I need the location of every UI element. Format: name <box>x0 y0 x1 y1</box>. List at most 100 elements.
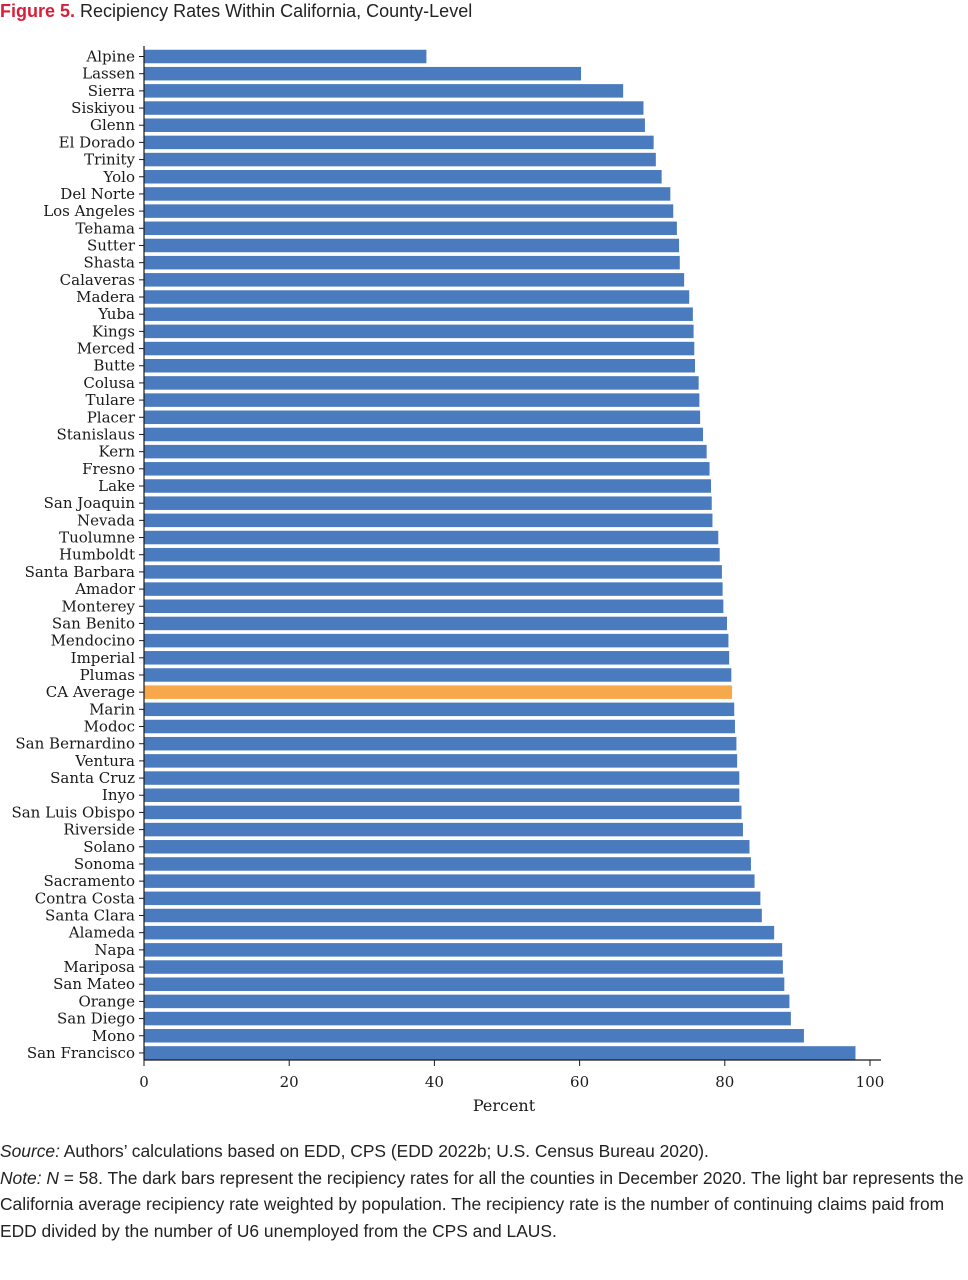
category-label: San Mateo <box>53 975 135 993</box>
category-label: Kern <box>98 443 135 461</box>
category-label: Alameda <box>68 924 135 942</box>
bar <box>144 273 685 287</box>
category-label: Mono <box>92 1027 135 1045</box>
bar <box>144 616 727 631</box>
category-label: Tuolumne <box>59 529 135 547</box>
category-label: Santa Barbara <box>25 563 135 581</box>
bar <box>144 307 693 321</box>
category-label: Mariposa <box>63 958 135 976</box>
category-label: San Joaquin <box>44 494 136 512</box>
category-label: Yolo <box>103 168 135 186</box>
bar <box>144 152 656 167</box>
bar <box>144 170 662 184</box>
bar <box>144 547 720 562</box>
category-label: Shasta <box>83 254 135 272</box>
category-label: Tulare <box>86 391 136 409</box>
bar <box>144 994 790 1009</box>
bar <box>144 599 724 614</box>
category-label: Calaveras <box>60 271 135 289</box>
category-label: Glenn <box>90 116 135 134</box>
category-label: Orange <box>78 992 135 1010</box>
bar <box>144 822 743 837</box>
category-label: Colusa <box>83 374 135 392</box>
category-label: Amador <box>74 580 136 598</box>
bar <box>144 462 710 476</box>
category-label: Madera <box>76 288 135 306</box>
category-label: Marin <box>89 700 135 718</box>
category-label: Humboldt <box>59 546 135 564</box>
bar <box>144 84 624 98</box>
bar <box>144 788 740 802</box>
bar <box>144 324 694 339</box>
category-label: Mendocino <box>51 632 135 650</box>
figure-footer: Source: Authors’ calculations based on E… <box>0 1138 968 1244</box>
bar <box>144 341 695 356</box>
bar <box>144 376 699 390</box>
bar <box>144 358 696 373</box>
category-label: Nevada <box>77 511 135 529</box>
category-label: Contra Costa <box>35 889 135 907</box>
bar <box>144 943 783 957</box>
bar <box>144 1029 804 1043</box>
bar <box>144 479 712 493</box>
category-label: Fresno <box>82 460 135 478</box>
note-label: Note: N <box>0 1167 59 1188</box>
note-text: = 58. The dark bars represent the recipi… <box>0 1167 964 1241</box>
bar <box>144 565 722 579</box>
category-label: Kings <box>92 322 135 340</box>
bar <box>144 204 674 218</box>
category-label: San Luis Obispo <box>11 803 135 821</box>
category-label: Lake <box>98 477 135 495</box>
bar <box>144 719 735 734</box>
category-label: CA Average <box>46 683 135 701</box>
bar <box>144 651 730 665</box>
category-label: Sierra <box>88 82 135 100</box>
category-label: Modoc <box>84 718 135 736</box>
bar <box>144 840 750 854</box>
bar <box>144 702 735 717</box>
bar <box>144 135 654 150</box>
category-label: Sutter <box>87 236 136 254</box>
category-label: Santa Clara <box>45 907 135 925</box>
source-text: Authors’ calculations based on EDD, CPS … <box>59 1141 709 1161</box>
bar <box>144 255 680 270</box>
bar <box>144 221 677 236</box>
bar <box>144 187 671 201</box>
source-label: Source: <box>0 1141 60 1161</box>
bar <box>144 496 712 510</box>
bar <box>144 960 783 974</box>
category-label: Plumas <box>80 666 135 684</box>
category-label: Butte <box>93 357 135 375</box>
bar <box>144 805 742 820</box>
x-tick-label: 0 <box>139 1073 149 1091</box>
category-label: Napa <box>94 941 135 959</box>
bar <box>144 66 582 81</box>
x-tick-label: 80 <box>715 1073 734 1091</box>
category-label: Riverside <box>63 821 135 839</box>
bar <box>144 238 680 253</box>
category-label: Yuba <box>97 305 135 323</box>
figure-title-text: Recipiency Rates Within California, Coun… <box>80 1 473 21</box>
category-label: Merced <box>77 340 136 358</box>
bar <box>144 891 761 906</box>
x-tick-label: 60 <box>570 1073 589 1091</box>
bar <box>144 754 738 768</box>
bar <box>144 908 762 923</box>
category-label: Ventura <box>74 752 135 770</box>
bar <box>144 633 729 648</box>
x-tick-label: 100 <box>856 1073 885 1091</box>
category-label: Tehama <box>76 219 136 237</box>
category-label: El Dorado <box>59 133 135 151</box>
bar <box>144 771 740 785</box>
category-label: Trinity <box>84 151 135 169</box>
category-label: San Francisco <box>27 1044 135 1062</box>
bar <box>144 857 751 871</box>
category-label: Siskiyou <box>71 99 135 117</box>
bar <box>144 49 427 64</box>
figure-label: Figure 5. <box>0 1 76 21</box>
bar <box>144 513 713 528</box>
category-label: Solano <box>83 838 135 856</box>
category-label: Stanislaus <box>56 425 135 443</box>
category-label: Monterey <box>62 597 136 615</box>
